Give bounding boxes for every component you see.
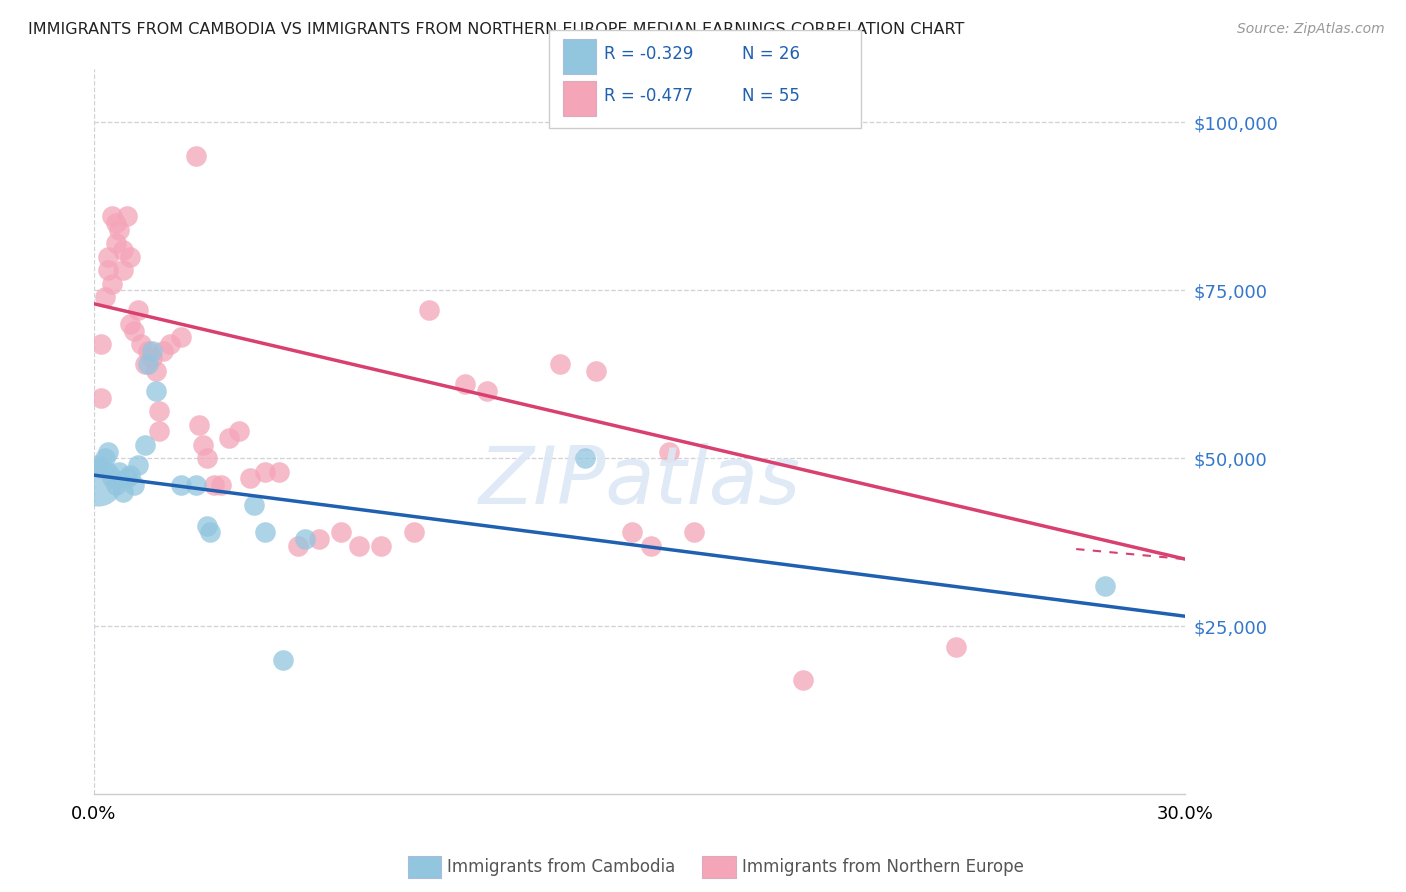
- Point: [90, 391, 112, 405]
- Point: [104, 478, 127, 492]
- Point: [101, 277, 124, 291]
- Point: [141, 351, 163, 365]
- Point: [97, 263, 120, 277]
- Point: [243, 499, 266, 513]
- Point: [108, 465, 131, 479]
- Point: [112, 484, 135, 499]
- Point: [127, 458, 149, 472]
- Point: [134, 438, 156, 452]
- Point: [287, 539, 309, 553]
- Point: [191, 438, 214, 452]
- Text: IMMIGRANTS FROM CAMBODIA VS IMMIGRANTS FROM NORTHERN EUROPE MEDIAN EARNINGS CORR: IMMIGRANTS FROM CAMBODIA VS IMMIGRANTS F…: [28, 22, 965, 37]
- Text: N = 55: N = 55: [742, 87, 800, 105]
- Point: [294, 532, 316, 546]
- Point: [253, 525, 276, 540]
- Text: R = -0.329: R = -0.329: [605, 45, 693, 63]
- Point: [308, 532, 330, 546]
- Point: [94, 451, 117, 466]
- Point: [145, 384, 167, 398]
- Point: [90, 461, 112, 475]
- Point: [548, 357, 571, 371]
- Point: [945, 640, 967, 654]
- Point: [148, 404, 170, 418]
- Point: [97, 444, 120, 458]
- Text: Source: ZipAtlas.com: Source: ZipAtlas.com: [1237, 22, 1385, 37]
- Point: [138, 343, 160, 358]
- Point: [683, 525, 706, 540]
- Point: [104, 236, 127, 251]
- Point: [134, 357, 156, 371]
- Point: [658, 444, 681, 458]
- Point: [330, 525, 353, 540]
- Point: [184, 149, 207, 163]
- Point: [170, 478, 193, 492]
- Point: [418, 303, 440, 318]
- Point: [152, 343, 174, 358]
- Point: [792, 673, 814, 687]
- Point: [108, 223, 131, 237]
- Point: [228, 425, 250, 439]
- Point: [122, 478, 145, 492]
- Point: [122, 324, 145, 338]
- Point: [115, 471, 138, 485]
- Point: [1094, 579, 1116, 593]
- Point: [585, 364, 607, 378]
- Point: [574, 451, 596, 466]
- Point: [127, 303, 149, 318]
- Point: [101, 471, 124, 485]
- Point: [402, 525, 425, 540]
- Point: [475, 384, 498, 398]
- Text: Immigrants from Cambodia: Immigrants from Cambodia: [447, 858, 675, 876]
- Point: [129, 337, 152, 351]
- Text: N = 26: N = 26: [742, 45, 800, 63]
- Point: [209, 478, 232, 492]
- Point: [112, 243, 135, 257]
- Point: [195, 451, 218, 466]
- Point: [86, 458, 108, 472]
- Text: Immigrants from Northern Europe: Immigrants from Northern Europe: [742, 858, 1024, 876]
- Point: [269, 465, 291, 479]
- Point: [271, 653, 294, 667]
- Point: [188, 417, 211, 432]
- Text: ZIPatlas: ZIPatlas: [478, 443, 800, 521]
- Point: [97, 250, 120, 264]
- Point: [253, 465, 276, 479]
- Point: [141, 343, 163, 358]
- Point: [120, 468, 142, 483]
- Point: [454, 377, 477, 392]
- Text: R = -0.477: R = -0.477: [605, 87, 693, 105]
- Point: [218, 431, 240, 445]
- Point: [170, 330, 193, 344]
- Point: [120, 250, 142, 264]
- Point: [101, 210, 124, 224]
- Point: [159, 337, 181, 351]
- Point: [94, 290, 117, 304]
- Point: [239, 471, 262, 485]
- Point: [120, 317, 142, 331]
- Point: [195, 518, 218, 533]
- Point: [621, 525, 644, 540]
- Point: [86, 475, 108, 489]
- Point: [370, 539, 392, 553]
- Point: [184, 478, 207, 492]
- Point: [202, 478, 225, 492]
- Point: [112, 263, 135, 277]
- Point: [640, 539, 662, 553]
- Point: [145, 364, 167, 378]
- Point: [115, 210, 138, 224]
- Point: [90, 337, 112, 351]
- Point: [200, 525, 222, 540]
- Point: [138, 357, 160, 371]
- Point: [349, 539, 371, 553]
- Point: [148, 425, 170, 439]
- Point: [104, 216, 127, 230]
